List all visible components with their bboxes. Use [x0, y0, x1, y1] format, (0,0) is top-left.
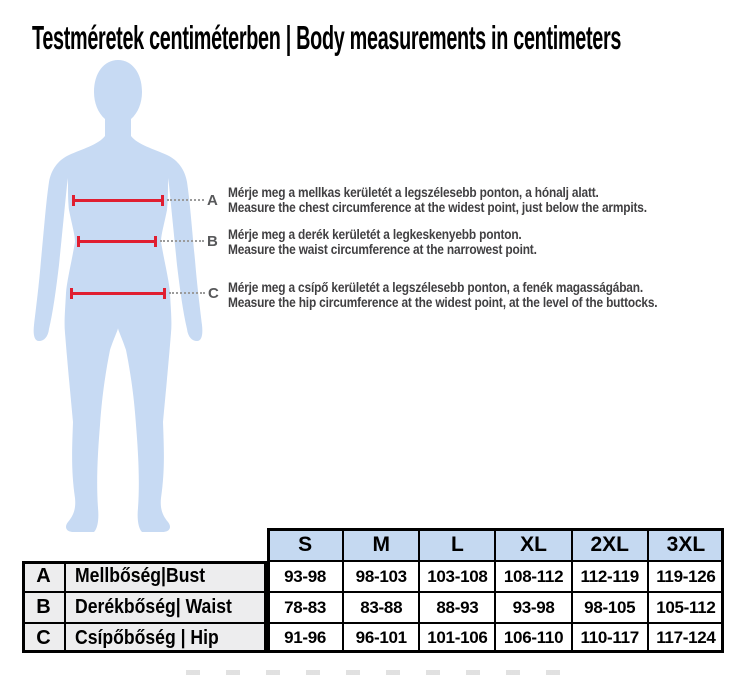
- size-column-header-l: L: [419, 528, 496, 561]
- hip-value-l: 101-106: [419, 623, 496, 653]
- bust-value-l: 103-108: [419, 561, 496, 592]
- bust-value-2xl: 112-119: [571, 561, 648, 592]
- row-key-bust: A: [22, 561, 65, 592]
- body-silhouette-path: [33, 60, 203, 532]
- size-column-header-xl: XL: [495, 528, 572, 561]
- size-table-corner-spacer-2: [65, 528, 267, 561]
- row-label-hip: Csípőbőség | Hip: [65, 623, 267, 653]
- size-column-header-m: M: [343, 528, 420, 561]
- chest-description-en: Measure the chest circumference at the w…: [228, 199, 647, 215]
- hip-value-s: 91-96: [267, 623, 344, 653]
- bust-value-m: 98-103: [343, 561, 420, 592]
- row-label-bust: Mellbőség|Bust: [65, 561, 267, 592]
- waist-description-hu: Mérje meg a derék kerületét a legkeskeny…: [228, 226, 522, 242]
- waist-description-en: Measure the waist circumference at the n…: [228, 241, 537, 257]
- hip-value-m: 96-101: [343, 623, 420, 653]
- chest-description: Mérje meg a mellkas kerületét a legszéle…: [228, 185, 738, 215]
- cutoff-content-fragment: [186, 670, 584, 675]
- size-table: S M L XL 2XL 3XL A Mellbőség|Bust 93-98 …: [22, 528, 724, 653]
- row-label-waist: Derékbőség| Waist: [65, 592, 267, 623]
- hip-leader-dots: [169, 292, 205, 294]
- chest-description-hu: Mérje meg a mellkas kerületét a legszéle…: [228, 184, 599, 200]
- waist-value-m: 83-88: [343, 592, 420, 623]
- size-table-corner-spacer: [22, 528, 65, 561]
- body-silhouette-figure: [33, 60, 203, 532]
- waist-measure-line: [77, 236, 157, 247]
- row-key-waist: B: [22, 592, 65, 623]
- chest-measure-line: [72, 195, 164, 206]
- chest-leader-dots: [167, 199, 204, 201]
- page-title: Testméretek centiméterben | Body measure…: [32, 19, 622, 56]
- hip-point-label: C: [208, 285, 219, 302]
- waist-point-label: B: [207, 233, 218, 250]
- chest-point-label: A: [207, 192, 218, 209]
- waist-value-s: 78-83: [267, 592, 344, 623]
- size-column-header-3xl: 3XL: [647, 528, 724, 561]
- waist-value-2xl: 98-105: [571, 592, 648, 623]
- hip-value-2xl: 110-117: [571, 623, 648, 653]
- hip-measure-line: [70, 288, 166, 299]
- hip-description-hu: Mérje meg a csípő kerületét a legszélese…: [228, 279, 643, 295]
- hip-value-xl: 106-110: [495, 623, 572, 653]
- bust-value-xl: 108-112: [495, 561, 572, 592]
- bust-value-s: 93-98: [267, 561, 344, 592]
- waist-leader-dots: [160, 240, 204, 242]
- waist-value-l: 88-93: [419, 592, 496, 623]
- size-column-header-s: S: [267, 528, 344, 561]
- waist-description: Mérje meg a derék kerületét a legkeskeny…: [228, 227, 738, 257]
- bust-value-3xl: 119-126: [647, 561, 724, 592]
- hip-description: Mérje meg a csípő kerületét a legszélese…: [228, 280, 738, 310]
- waist-value-xl: 93-98: [495, 592, 572, 623]
- row-key-hip: C: [22, 623, 65, 653]
- hip-description-en: Measure the hip circumference at the wid…: [228, 294, 658, 310]
- size-column-header-2xl: 2XL: [571, 528, 648, 561]
- hip-value-3xl: 117-124: [647, 623, 724, 653]
- waist-value-3xl: 105-112: [647, 592, 724, 623]
